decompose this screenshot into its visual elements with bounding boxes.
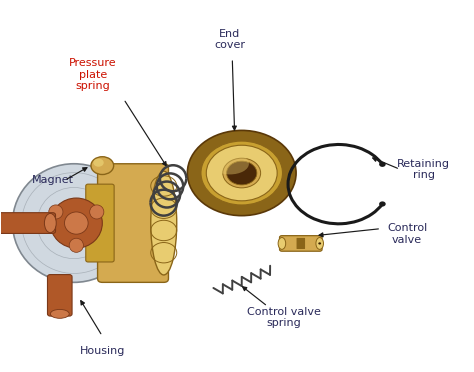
Ellipse shape: [90, 205, 104, 219]
Text: Housing: Housing: [80, 346, 125, 356]
Ellipse shape: [12, 164, 136, 282]
Ellipse shape: [64, 212, 88, 234]
Ellipse shape: [93, 158, 104, 167]
Ellipse shape: [206, 145, 277, 201]
Ellipse shape: [211, 153, 249, 174]
Ellipse shape: [278, 237, 286, 249]
Ellipse shape: [50, 310, 69, 318]
Ellipse shape: [91, 157, 114, 174]
Ellipse shape: [151, 171, 177, 275]
FancyBboxPatch shape: [297, 238, 305, 249]
FancyBboxPatch shape: [0, 213, 55, 234]
Ellipse shape: [187, 131, 296, 216]
Ellipse shape: [379, 162, 386, 167]
Ellipse shape: [316, 237, 323, 249]
FancyBboxPatch shape: [98, 164, 168, 282]
Ellipse shape: [50, 198, 102, 248]
Ellipse shape: [223, 158, 261, 188]
FancyBboxPatch shape: [280, 235, 322, 251]
FancyBboxPatch shape: [47, 275, 72, 316]
Text: Control
valve: Control valve: [387, 223, 427, 245]
Ellipse shape: [227, 161, 257, 185]
Text: Control valve
spring: Control valve spring: [247, 307, 321, 328]
Ellipse shape: [379, 201, 386, 206]
Ellipse shape: [69, 238, 83, 252]
Ellipse shape: [318, 242, 321, 244]
Text: Pressure
plate
spring: Pressure plate spring: [69, 58, 117, 92]
Ellipse shape: [201, 141, 283, 205]
Text: Magnet: Magnet: [31, 176, 73, 185]
Ellipse shape: [45, 214, 56, 233]
FancyBboxPatch shape: [86, 184, 114, 262]
Text: End
cover: End cover: [214, 29, 246, 51]
Ellipse shape: [49, 205, 63, 219]
Text: Retaining
ring: Retaining ring: [397, 158, 450, 180]
